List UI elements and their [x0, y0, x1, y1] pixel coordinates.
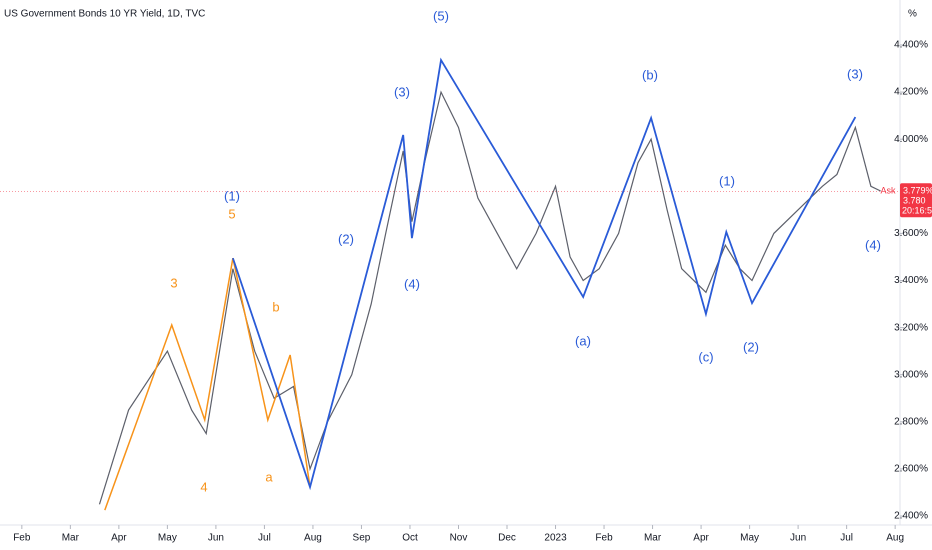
wave-label: (1) [719, 173, 735, 188]
y-tick-label: 4.400% [894, 40, 928, 51]
x-tick-label: Apr [111, 533, 127, 544]
price-tag-value: 3.779% [903, 186, 932, 196]
wave-label: (3) [394, 84, 410, 99]
y-tick-label: 4.000% [894, 134, 928, 145]
price-tag-ask: Ask [880, 186, 896, 196]
x-tick-label: Aug [304, 533, 322, 544]
x-tick-label: Jul [840, 533, 853, 544]
x-tick-label: Jun [790, 533, 806, 544]
wave-label: (3) [847, 66, 863, 81]
x-tick-label: Oct [402, 533, 418, 544]
chart-title: US Government Bonds 10 YR Yield, 1D, TVC [4, 9, 205, 20]
x-tick-label: Jun [208, 533, 224, 544]
wave-label: (c) [698, 349, 713, 364]
x-tick-label: Mar [644, 533, 662, 544]
wave-label: a [265, 469, 273, 484]
x-tick-label: Nov [450, 533, 468, 544]
price-tag-bid: 3.780 [903, 196, 926, 206]
x-tick-label: Sep [353, 533, 371, 544]
wave-label: (2) [338, 231, 354, 246]
wave-label: 5 [228, 206, 235, 221]
series-line [98, 90, 881, 505]
wave-label: (1) [224, 188, 240, 203]
wave-label: b [272, 299, 279, 314]
y-tick-label: 2.600% [894, 464, 928, 475]
wave-label: (b) [642, 67, 658, 82]
x-tick-label: Apr [693, 533, 709, 544]
x-tick-label: Feb [595, 533, 613, 544]
wave-label: (4) [404, 276, 420, 291]
y-tick-label: 2.800% [894, 416, 928, 427]
unit-label: % [908, 9, 917, 20]
x-tick-label: Mar [62, 533, 80, 544]
y-tick-label: 3.200% [894, 322, 928, 333]
wave-label: 4 [200, 479, 207, 494]
x-tick-label: May [740, 533, 759, 544]
x-tick-label: Jul [258, 533, 271, 544]
wave-label: (5) [433, 8, 449, 23]
wave-label: (2) [743, 339, 759, 354]
wave-label: 3 [170, 275, 177, 290]
y-tick-label: 4.200% [894, 87, 928, 98]
y-tick-label: 3.600% [894, 228, 928, 239]
y-tick-label: 3.000% [894, 369, 928, 380]
x-tick-label: Aug [886, 533, 904, 544]
x-tick-label: May [158, 533, 177, 544]
x-tick-label: Feb [13, 533, 31, 544]
wave-label: (4) [865, 237, 881, 252]
y-tick-label: 2.400% [894, 511, 928, 522]
x-tick-label: Dec [498, 533, 516, 544]
y-tick-label: 3.400% [894, 275, 928, 286]
wave-label: (a) [575, 333, 591, 348]
x-tick-label: 2023 [544, 533, 567, 544]
price-tag [900, 183, 932, 218]
price-tag-countdown: 20:16:59 [902, 206, 932, 216]
series-line [232, 57, 857, 491]
